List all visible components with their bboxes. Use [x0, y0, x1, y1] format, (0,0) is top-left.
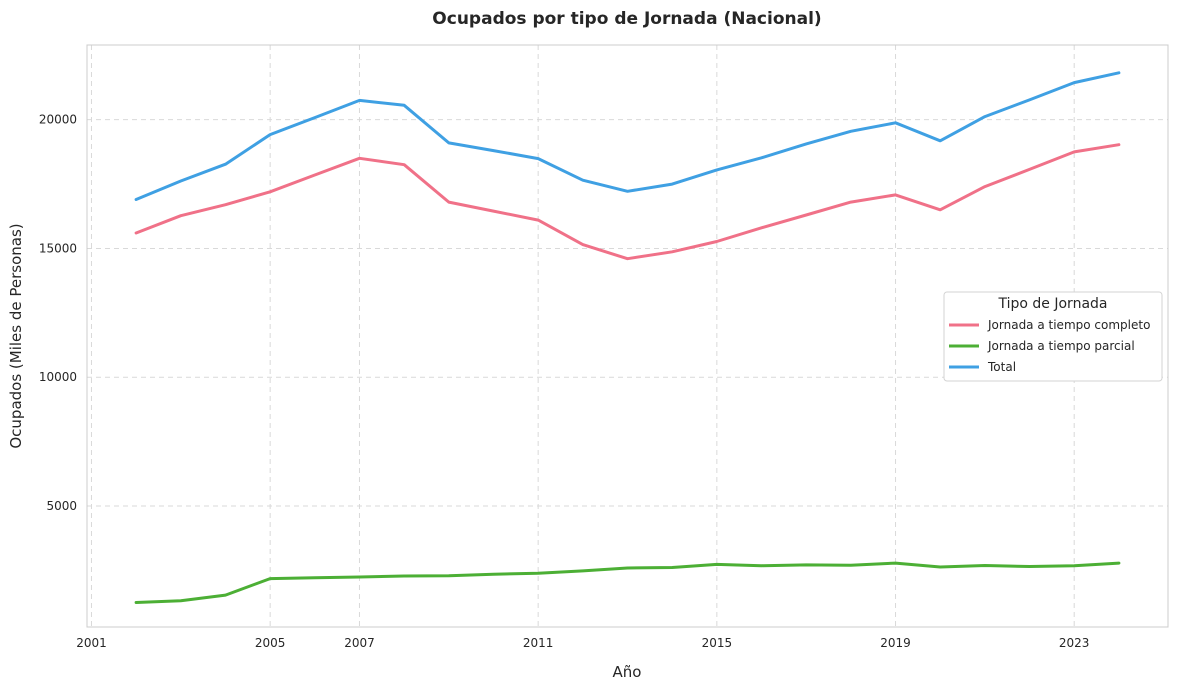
series-line-2	[134, 71, 1121, 201]
x-tick-label: 2019	[880, 636, 911, 650]
x-tick-label: 2015	[702, 636, 733, 650]
x-tick-labels: 2001 2005 2007 2011 2015 2019 2023	[76, 636, 1089, 650]
x-tick-label: 2011	[523, 636, 554, 650]
x-axis-label: Año	[613, 663, 642, 681]
x-tick-label: 2005	[255, 636, 286, 650]
x-tick-label: 2007	[344, 636, 375, 650]
legend-label-2: Total	[987, 360, 1016, 374]
legend-label-0: Jornada a tiempo completo	[987, 318, 1150, 332]
y-tick-label: 20000	[39, 113, 77, 127]
series-layer	[134, 71, 1121, 604]
plot-frame	[86, 44, 1169, 628]
x-tick-label: 2001	[76, 636, 107, 650]
y-tick-label: 10000	[39, 370, 77, 384]
y-tick-label: 5000	[46, 499, 77, 513]
series-line-1	[134, 561, 1121, 604]
series-line-0	[134, 143, 1121, 261]
y-axis-label: Ocupados (Miles de Personas)	[7, 223, 25, 448]
x-tick-label: 2023	[1059, 636, 1090, 650]
chart-title: Ocupados por tipo de Jornada (Nacional)	[432, 9, 821, 29]
legend: Tipo de Jornada Jornada a tiempo complet…	[943, 291, 1163, 382]
y-tick-label: 15000	[39, 241, 77, 255]
y-tick-labels: 5000 10000 15000 20000	[39, 113, 77, 513]
legend-label-1: Jornada a tiempo parcial	[987, 339, 1135, 353]
legend-title: Tipo de Jornada	[998, 296, 1108, 312]
legend-box	[943, 291, 1163, 382]
